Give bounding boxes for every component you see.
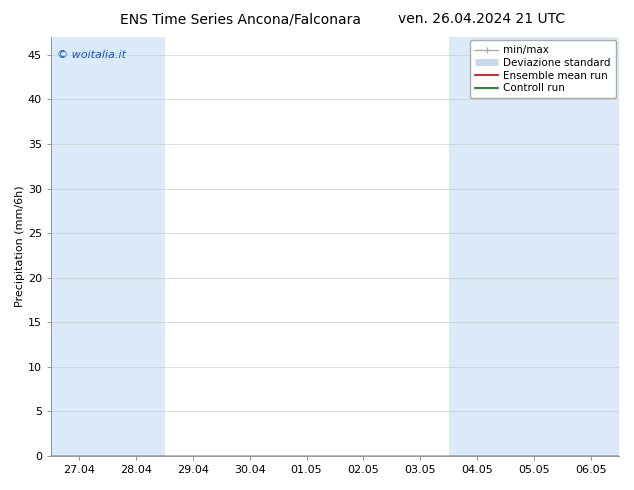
Bar: [505, 37, 562, 456]
Bar: [562, 37, 619, 456]
Legend: min/max, Deviazione standard, Ensemble mean run, Controll run: min/max, Deviazione standard, Ensemble m…: [470, 40, 616, 98]
Bar: [51, 37, 108, 456]
Text: ven. 26.04.2024 21 UTC: ven. 26.04.2024 21 UTC: [398, 12, 566, 26]
Text: ENS Time Series Ancona/Falconara: ENS Time Series Ancona/Falconara: [120, 12, 361, 26]
Bar: [449, 37, 505, 456]
Bar: [108, 37, 165, 456]
Text: © woitalia.it: © woitalia.it: [56, 49, 126, 60]
Y-axis label: Precipitation (mm/6h): Precipitation (mm/6h): [15, 186, 25, 307]
